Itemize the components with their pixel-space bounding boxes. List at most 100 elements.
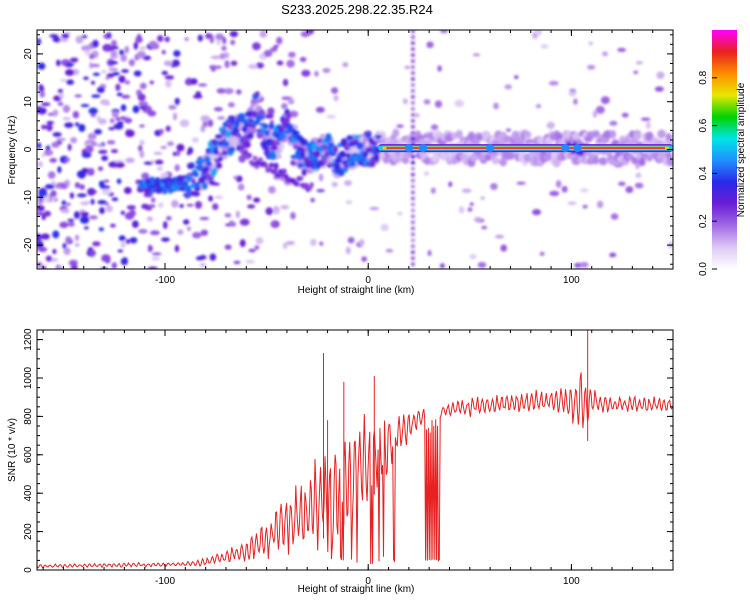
- spectrogram-noise-cell: [322, 68, 331, 74]
- spectrogram-noise-cell: [122, 257, 128, 265]
- spectrogram-noise-cell: [90, 198, 95, 205]
- spectrogram-ridge-cell: [209, 147, 215, 155]
- spectrogram-noise-cell: [111, 262, 117, 269]
- spectrogram-ridge-cell: [324, 136, 333, 142]
- spectrogram-ridge-cell: [233, 126, 239, 134]
- spectrogram-ridge-cell: [273, 141, 281, 146]
- spectrogram-noise-cell: [111, 39, 118, 48]
- spectrogram-noise-cell: [233, 260, 241, 265]
- spectrogram-noise-cell: [90, 63, 100, 68]
- spectrogram-noise-cell: [481, 225, 488, 230]
- spectrogram-noise-cell: [160, 145, 167, 149]
- spectrogram-ridge-cell: [194, 181, 201, 189]
- spectrogram-noise-cell: [97, 143, 103, 148]
- spectrogram-x-label: Height of straight line (km): [298, 285, 415, 296]
- spectrogram-noise-cell: [70, 264, 78, 269]
- spectrogram-ridge-cell: [327, 141, 335, 149]
- spectrogram-noise-cell: [56, 182, 67, 186]
- spectrogram-noise-cell: [96, 86, 105, 94]
- spectrogram-artifact-stripe: [410, 59, 416, 64]
- spectrogram-noise-cell: [423, 99, 431, 105]
- spectrogram-noise-cell: [132, 105, 140, 114]
- spectrogram-ridge-cell: [279, 134, 287, 140]
- spectrogram-noise-cell: [88, 107, 98, 115]
- spectrogram-branch-cell: [243, 149, 249, 155]
- spectrogram-halo-cell: [506, 151, 515, 160]
- spectrogram-ridge-cell: [146, 182, 152, 187]
- spectrogram-noise-cell: [345, 246, 351, 255]
- spectrogram-artifact-stripe: [410, 112, 416, 117]
- spectrogram-noise-cell: [80, 211, 89, 217]
- spectrogram-noise-cell: [64, 179, 70, 188]
- spectrogram-artifact-stripe: [410, 130, 416, 135]
- spectrogram-noise-cell: [168, 104, 177, 110]
- spectrogram-ridge-cell: [339, 153, 347, 159]
- spectrogram-noise-cell: [172, 151, 177, 157]
- spectrogram-artifact-stripe: [410, 65, 416, 70]
- spectrogram-noise-cell: [100, 69, 108, 74]
- spectrogram-noise-cell: [97, 166, 104, 171]
- spectrogram-noise-cell: [83, 76, 89, 81]
- spectrogram-noise-cell: [253, 197, 261, 203]
- spectrogram-ridge-cell: [243, 141, 251, 149]
- spectrogram-noise-cell: [161, 49, 166, 55]
- spectrogram-noise-cell: [147, 110, 157, 117]
- spectrogram-noise-cell: [331, 181, 338, 188]
- spectrogram-noise-cell: [137, 93, 146, 102]
- spectrogram-ridge-cell: [236, 132, 242, 139]
- spectrogram-artifact-stripe: [410, 232, 416, 237]
- spectrogram-noise-cell: [111, 110, 119, 118]
- spectrogram-ridge-cell: [316, 138, 323, 144]
- spectrogram-noise-cell: [276, 60, 284, 66]
- spectrogram-noise-cell: [158, 202, 164, 208]
- spectrogram-noise-cell: [315, 106, 325, 113]
- spectrogram-noise-cell: [138, 228, 148, 234]
- snr-y-tick-label: 200: [23, 523, 34, 540]
- spectrogram-artifact-stripe: [410, 220, 416, 225]
- spectrogram-noise-cell: [94, 129, 102, 135]
- colorbar-tick-label: 0.6: [698, 118, 709, 132]
- spectrogram-noise-cell: [342, 62, 349, 68]
- spectrogram-y-tick-label: -20: [23, 237, 34, 252]
- spectrogram-noise-cell: [426, 41, 434, 49]
- spectrogram-noise-cell: [139, 139, 145, 146]
- spectrogram-noise-cell: [110, 149, 119, 154]
- spectrogram-noise-cell: [404, 65, 411, 70]
- spectrogram-noise-cell: [281, 103, 288, 110]
- spectrogram-noise-cell: [37, 160, 43, 168]
- spectrogram-noise-cell: [70, 136, 78, 144]
- spectrogram-noise-cell: [62, 104, 71, 113]
- spectrogram-noise-cell: [252, 42, 261, 51]
- spectrogram-noise-cell: [108, 67, 119, 72]
- spectrogram-halo-cell: [385, 137, 393, 145]
- spectrogram-noise-cell: [210, 65, 217, 72]
- spectrogram-artifact-stripe: [410, 88, 416, 93]
- spectrogram-noise-cell: [92, 72, 101, 77]
- spectrogram-artifact-stripe: [410, 94, 416, 99]
- spectrogram-noise-cell: [461, 188, 472, 193]
- spectrogram-branch-cell: [281, 168, 287, 174]
- spectrogram-noise-cell: [90, 80, 96, 85]
- spectrogram-ridge-cell: [217, 156, 224, 162]
- spectrogram-noise-cell: [49, 191, 57, 198]
- spectrogram-ridge-cell: [241, 125, 248, 133]
- spectrogram-ridge-cell: [270, 146, 279, 151]
- spectrogram-ridge-cell: [301, 168, 307, 176]
- spectrogram-ridge-cell: [227, 146, 236, 153]
- spectrogram-artifact-stripe: [410, 100, 416, 105]
- spectrogram-noise-cell: [37, 212, 45, 216]
- spectrogram-noise-cell: [37, 205, 45, 212]
- spectrogram-branch-cell: [283, 174, 289, 180]
- spectrogram-artifact-stripe: [410, 202, 416, 207]
- spectrogram-noise-cell: [153, 151, 163, 155]
- spectrogram-noise-cell: [219, 53, 226, 60]
- spectrogram-noise-cell: [245, 259, 255, 264]
- snr-y-tick-label: 1200: [23, 328, 34, 351]
- spectrogram-ridge-cell: [221, 150, 228, 156]
- spectrogram-noise-cell: [52, 109, 59, 117]
- spectrogram-ridge-cell: [332, 145, 339, 154]
- spectrogram-noise-cell: [290, 211, 296, 220]
- spectrogram-noise-cell: [52, 248, 57, 255]
- spectrogram-noise-cell: [314, 70, 319, 77]
- spectrogram-ridge-cell: [348, 162, 357, 167]
